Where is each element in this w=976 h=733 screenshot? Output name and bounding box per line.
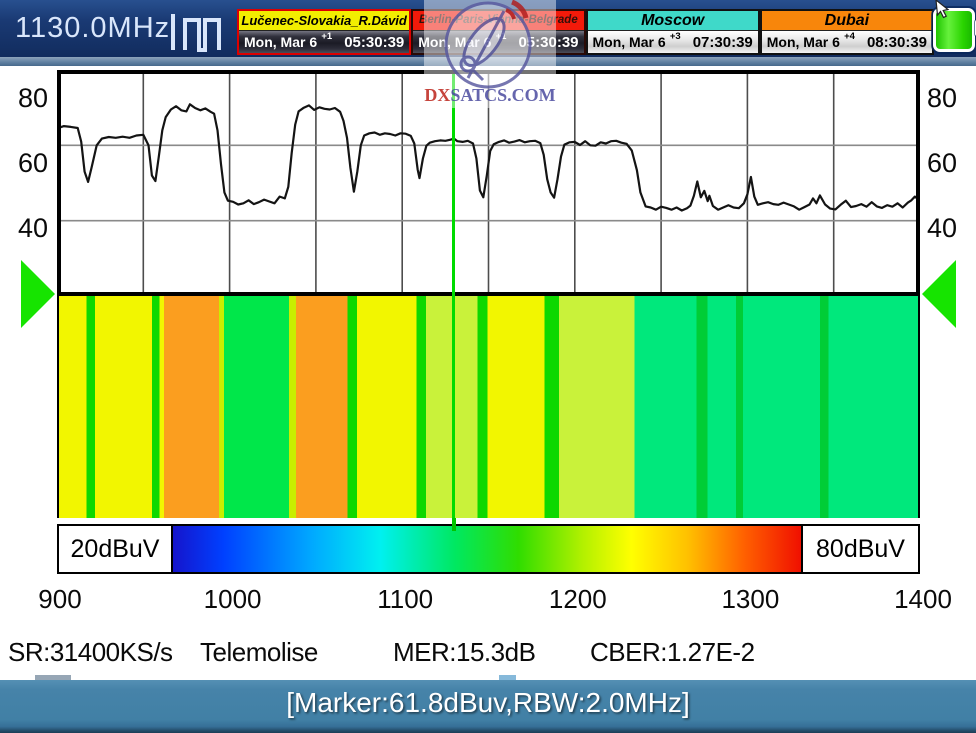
y-axis-tick-80-left: 80 [17,83,48,113]
waterfall-spectrogram [57,296,920,518]
spectrum-trace-chart[interactable] [57,70,920,296]
mouse-cursor-icon [935,0,950,19]
x-axis-tick-1200: 1200 [548,584,607,614]
top-bar-bevel [0,57,976,66]
x-axis-tick-1000: 1000 [203,584,262,614]
status-line: SR:31400KS/s Telemolise MER:15.3dB CBER:… [0,637,976,667]
y-axis-tick-60-left: 60 [17,148,48,178]
x-axis-tick-900: 900 [38,584,82,614]
clock-time-row: Mon, Mar 6 +1 05:30:39 [239,30,410,53]
y-axis-tick-40-right: 40 [927,213,958,243]
clock-panel-moscow: Moscow Mon, Mar 6 +3 07:30:39 [585,9,760,55]
service-name: Telemolise [200,637,318,667]
top-bar: 1130.0MHz Lučenec-Slovakia_R.Dávid Mon, … [0,0,976,57]
clock-city-label: Dubai [761,11,932,31]
battery-icon [933,8,975,52]
clock-utc-offset: +1 [321,30,333,42]
cber-readout: CBER:1.27E-2 [590,637,755,667]
symbol-rate-readout: SR:31400KS/s [8,637,173,667]
frequency-axis: 900 1000 1100 1200 1300 1400 [0,584,976,616]
x-axis-tick-1300: 1300 [721,584,780,614]
clock-time-row: Mon, Mar 6 +3 07:30:39 [587,30,758,53]
watermark-text: DXSATCS.COM [424,85,555,105]
marker-handle-right[interactable] [922,260,956,328]
x-axis-tick-1400: 1400 [894,584,952,614]
marker-status-bar: [Marker:61.8dBuv,RBW:2.0MHz] [0,680,976,733]
marker-handle-left[interactable] [21,260,55,328]
clock-time: 05:30:39 [344,33,405,51]
x-axis-tick-1100: 1100 [377,584,434,614]
footer-notch-left [35,675,71,681]
footer-notch-right [499,675,516,681]
clock-time: 08:30:39 [866,33,927,51]
center-frequency-readout: 1130.0MHz [15,12,171,44]
clock-date: Mon, Mar 6 [418,34,491,50]
world-clocks: Lučenec-Slovakia_R.Dávid Mon, Mar 6 +1 0… [237,9,934,55]
clock-time-row: Mon, Mar 6 +4 08:30:39 [761,30,932,53]
frequency-marker-line[interactable] [452,74,456,518]
clock-city-label: Lučenec-Slovakia_R.Dávid [239,11,410,31]
frequency-marker-tick [451,518,456,531]
clock-date: Mon, Mar 6 [592,34,666,50]
level-color-scale: 20dBuV 80dBuV [57,524,920,574]
clock-panel-lucenec: Lučenec-Slovakia_R.Dávid Mon, Mar 6 +1 0… [237,9,412,55]
scale-max-label: 80dBuV [801,526,918,572]
marker-readout: [Marker:61.8dBuv,RBW:2.0MHz] [286,687,690,718]
color-gradient-bar [173,526,801,572]
dxsatcs-watermark: DXSATCS.COM [424,0,556,108]
square-wave-icon [171,14,221,52]
clock-city-label: Moscow [587,11,758,31]
clock-time: 05:30:39 [518,33,579,51]
clock-utc-offset: +3 [669,30,681,42]
y-axis-tick-80-right: 80 [927,83,958,113]
scale-min-label: 20dBuV [59,526,173,572]
clock-date: Mon, Mar 6 [766,34,840,50]
signal-arc-icon [510,0,529,19]
clock-utc-offset: +4 [844,30,855,42]
y-axis-tick-40-left: 40 [17,213,48,243]
clock-panel-dubai: Dubai Mon, Mar 6 +4 08:30:39 [759,9,934,55]
y-axis-tick-60-right: 60 [927,148,958,178]
clock-time: 07:30:39 [692,33,753,51]
clock-date: Mon, Mar 6 [244,34,318,50]
mer-readout: MER:15.3dB [393,637,536,667]
